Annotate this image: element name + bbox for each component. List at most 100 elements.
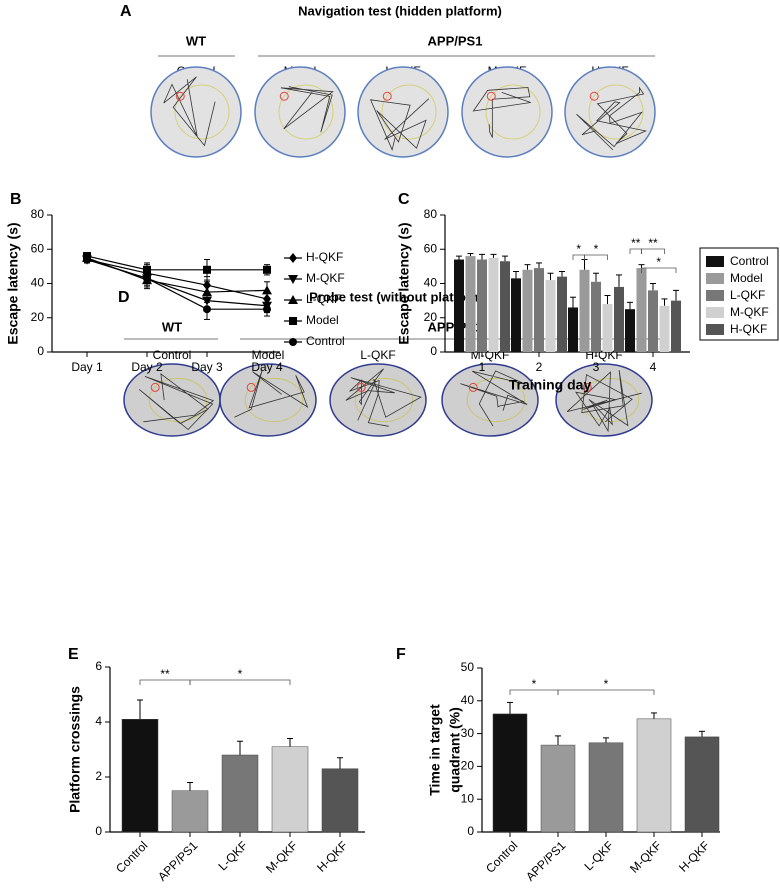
y-axis-title: quadrant (%) [447,707,463,793]
bar [454,259,464,352]
y-tick-label: 40 [461,693,475,707]
significance-label: * [656,255,661,269]
x-tick-label: Control [113,838,150,875]
legend-label: Model [730,271,763,285]
marker [288,295,298,304]
panel-letter: A [120,3,132,20]
x-tick-label: 3 [593,360,600,374]
bar [614,286,624,352]
significance-bracket [557,689,655,695]
series-line [86,258,268,300]
target-quadrant-ring [466,377,526,423]
series-line [86,257,268,293]
y-axis-title: Escape latency (s) [5,222,21,344]
group-label: WT [162,319,182,334]
x-tick-label: 2 [536,360,543,374]
y-axis-title: Escape latency (s) [396,222,412,344]
y-tick-label: 0 [430,344,437,358]
marker [203,305,211,314]
y-tick-label: 10 [461,791,475,805]
platform [356,382,366,392]
bar [465,256,476,352]
pool [461,66,553,158]
swim-track [139,373,215,431]
panel-title: Probe test (without platform) [309,289,487,304]
platform [382,91,392,101]
bar [500,261,510,352]
legend-label: Control [306,334,345,348]
marker [202,287,212,297]
legend-label: H-QKF [730,322,767,336]
target-quadrant-ring [485,84,541,140]
bar [568,307,578,352]
bar [579,269,590,352]
y-tick-label: 60 [31,241,45,255]
bar [488,257,499,352]
bar [636,718,672,833]
pool [329,363,427,437]
pool [219,363,317,437]
group-label: WT [186,33,206,48]
marker [83,255,91,264]
marker [288,275,298,284]
x-tick-label: 4 [650,360,657,374]
marker [263,265,271,274]
legend-swatch [706,324,724,335]
x-tick-label: M-QKF [627,838,664,875]
legend-label: Control [730,254,769,268]
marker [289,338,297,346]
bar [121,719,159,833]
bar [545,280,556,352]
significance-bracket [641,248,665,254]
swim-track [163,76,216,147]
x-tick-label: Day 3 [191,360,223,374]
bar [648,290,658,352]
significance-bracket [189,679,291,685]
platform [175,91,185,101]
bar [636,268,647,352]
swim-track [234,369,309,418]
marker [143,274,151,283]
legend-swatch [706,273,724,284]
legend-label: M-QKF [306,271,345,285]
marker [289,253,297,263]
x-tick-label: M-QKF [263,838,300,875]
pool [123,363,221,437]
platform [279,91,289,101]
legend-label: Model [306,313,339,327]
bar [591,281,601,352]
marker [263,305,271,314]
x-tick-label: Control [483,838,520,875]
pool [555,363,653,437]
x-tick-label: APP/PS1 [523,838,569,884]
significance-label: * [532,677,537,691]
bar [511,278,521,352]
panel-letter: E [68,646,79,663]
x-tick-label: L-QKF [215,838,250,873]
pool [357,66,449,158]
target-quadrant-ring [174,84,230,140]
target-quadrant-ring [278,84,334,140]
bar [602,304,613,352]
y-tick-label: 6 [95,659,102,673]
x-tick-label: Day 4 [251,360,283,374]
platform [468,382,478,392]
marker [143,265,151,274]
legend-label: L-QKF [730,288,765,302]
bar [522,269,533,352]
y-tick-label: 40 [424,276,438,290]
swim-track [566,370,642,433]
bar [671,300,681,352]
y-tick-label: 2 [95,769,102,783]
legend-swatch [706,307,724,318]
legend-swatch [706,256,724,267]
marker [203,265,211,274]
x-tick-label: 1 [479,360,486,374]
bar [684,736,720,833]
target-quadrant-ring [381,84,437,140]
panel-title: Navigation test (hidden platform) [298,3,502,18]
bar [477,259,487,352]
series-line [86,255,267,271]
significance-label: * [604,677,609,691]
